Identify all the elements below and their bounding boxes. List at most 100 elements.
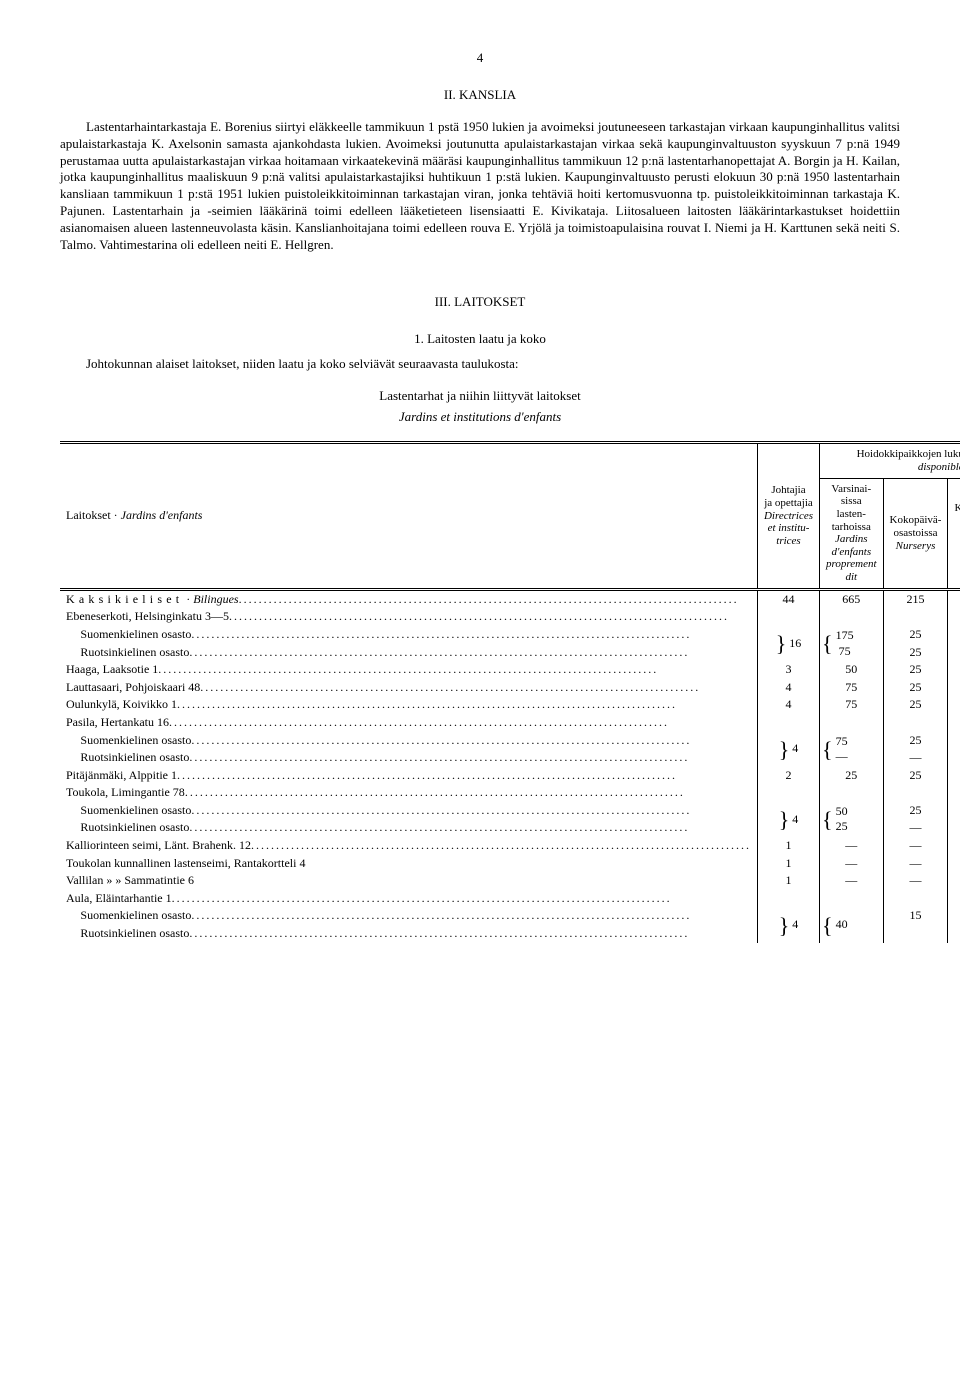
cell: 4 (757, 679, 819, 697)
cell: — (948, 819, 960, 837)
cell (883, 925, 948, 943)
cell: 4 (757, 696, 819, 714)
th-laitokset: Laitokset · Jardins d'enfants (60, 443, 757, 589)
row-name-cell: Vallilan » » Sammatintie 6 (60, 872, 757, 890)
cell (883, 608, 948, 626)
cell: 25 (883, 767, 948, 785)
cell: 25 (883, 661, 948, 679)
cell (948, 608, 960, 626)
section-3-heading: III. LAITOKSET (60, 294, 900, 311)
table-row: Suomenkielinen osasto ..................… (60, 732, 960, 750)
cell: — (948, 749, 960, 767)
cell: 50 (948, 589, 960, 608)
cell (948, 784, 960, 802)
cell: — (948, 802, 960, 820)
c4l2: osastoissa (894, 527, 938, 539)
row-name-cell: Kalliorinteen seimi, Länt. Brahenk. 12 .… (60, 837, 757, 855)
table-row: Haaga, Laaksotie 1 .....................… (60, 661, 960, 679)
th-places-group: Hoidokkipaikkojen lukumäärä · Places dis… (820, 443, 960, 478)
cell: 3 (757, 661, 819, 679)
row-name-cell: Suomenkielinen osasto ..................… (60, 732, 757, 750)
cell (820, 714, 884, 732)
c3l1: Varsinai- (831, 483, 871, 495)
cell: 15 (883, 907, 948, 925)
row-name-cell: Ruotsinkielinen osasto .................… (60, 644, 757, 662)
th-classes: Koululasten päiväko- deissa Classes ouvr… (948, 478, 960, 589)
cell: — (948, 732, 960, 750)
cell (757, 784, 819, 802)
cell-jardins: { 75— (820, 732, 884, 767)
table-row: Kalliorinteen seimi, Länt. Brahenk. 12 .… (60, 837, 960, 855)
table-row: Oulunkylä, Koivikko 1 ..................… (60, 696, 960, 714)
cell (883, 784, 948, 802)
th-staff-l3: Directrices (764, 510, 813, 522)
cell: 50 (948, 626, 960, 644)
row-name-cell: Pasila, Hertankatu 16 ..................… (60, 714, 757, 732)
row-name-cell: Ruotsinkielinen osasto .................… (60, 819, 757, 837)
cell (883, 714, 948, 732)
cell-jardins: { 17575 (820, 626, 884, 661)
cell (757, 714, 819, 732)
cell (820, 784, 884, 802)
table-row: Suomenkielinen osasto ..................… (60, 802, 960, 820)
cell: — (948, 661, 960, 679)
c3l2: sissa lasten- (837, 495, 866, 520)
cell-staff: } 16 (757, 626, 819, 661)
c3l3: tarhoissa (832, 521, 871, 533)
th-staff-l2: ja opettajia (764, 497, 813, 509)
cell: 75 (820, 679, 884, 697)
row-name-cell: Pitäjänmäki, Alppitie 1 ................… (60, 767, 757, 785)
cell-staff: } 4 (757, 732, 819, 767)
th-staff-l4: et institu- (768, 522, 810, 534)
cell: 25 (883, 626, 948, 644)
section-2-paragraph: Lastentarhaintarkastaja E. Borenius siir… (60, 119, 900, 254)
cell: 25 (883, 696, 948, 714)
th-group-a: Hoidokkipaikkojen lukumäärä · (857, 448, 960, 460)
th-group-c: disponibles (918, 461, 960, 473)
row-name-cell: Ruotsinkielinen osasto .................… (60, 925, 757, 943)
th-laitokset-a: Laitokset · (66, 508, 121, 522)
cell (948, 890, 960, 908)
cell: — (883, 819, 948, 837)
table-caption-1: Lastentarhat ja niihin liittyvät laitoks… (60, 388, 900, 405)
cell: 75 (820, 696, 884, 714)
table-row: Suomenkielinen osasto ..................… (60, 626, 960, 644)
th-nurserys: Kokopäivä- osastoissa Nurserys (883, 478, 948, 589)
table-row: Lauttasaari, Pohjoiskaari 48 ...........… (60, 679, 960, 697)
table-caption-2: Jardins et institutions d'enfants (60, 409, 900, 426)
cell: — (948, 837, 960, 855)
cell: 25 (820, 767, 884, 785)
cell: — (948, 679, 960, 697)
cell: 25 (883, 679, 948, 697)
row-name-cell: Toukola, Limingantie 78 ................… (60, 784, 757, 802)
page-number: 4 (60, 50, 900, 67)
cell: — (948, 907, 960, 925)
cell: — (820, 855, 884, 873)
th-staff-l1: Johtajia (771, 484, 805, 496)
cell: 215 (883, 589, 948, 608)
cell: — (883, 855, 948, 873)
table-row: Toukolan kunnallinen lastenseimi, Rantak… (60, 855, 960, 873)
th-staff: Johtajia ja opettajia Directrices et ins… (757, 443, 819, 589)
cell (820, 608, 884, 626)
section-3-intro: Johtokunnan alaiset laitokset, niiden la… (60, 356, 900, 373)
cell (757, 608, 819, 626)
table-row: Pitäjänmäki, Alppitie 1 ................… (60, 767, 960, 785)
cell (948, 714, 960, 732)
cell (883, 890, 948, 908)
c3l6: proprement (826, 558, 877, 570)
cell: 2 (757, 767, 819, 785)
cell: — (820, 837, 884, 855)
c5l1: Koululasten (954, 502, 960, 514)
cell: — (948, 644, 960, 662)
section-2-heading: II. KANSLIA (60, 87, 900, 104)
cell: — (883, 837, 948, 855)
th-staff-l5: trices (776, 535, 800, 547)
table-row: Toukola, Limingantie 78 ................… (60, 784, 960, 802)
cell: — (948, 767, 960, 785)
row-name-cell: Ebeneserkoti, Helsinginkatu 3—5 ........… (60, 608, 757, 626)
institutions-table: Laitokset · Jardins d'enfants Johtajia j… (60, 441, 960, 942)
cell-jardins: { 5025 (820, 802, 884, 837)
cell: 25 (883, 644, 948, 662)
row-name-cell: Haaga, Laaksotie 1 .....................… (60, 661, 757, 679)
